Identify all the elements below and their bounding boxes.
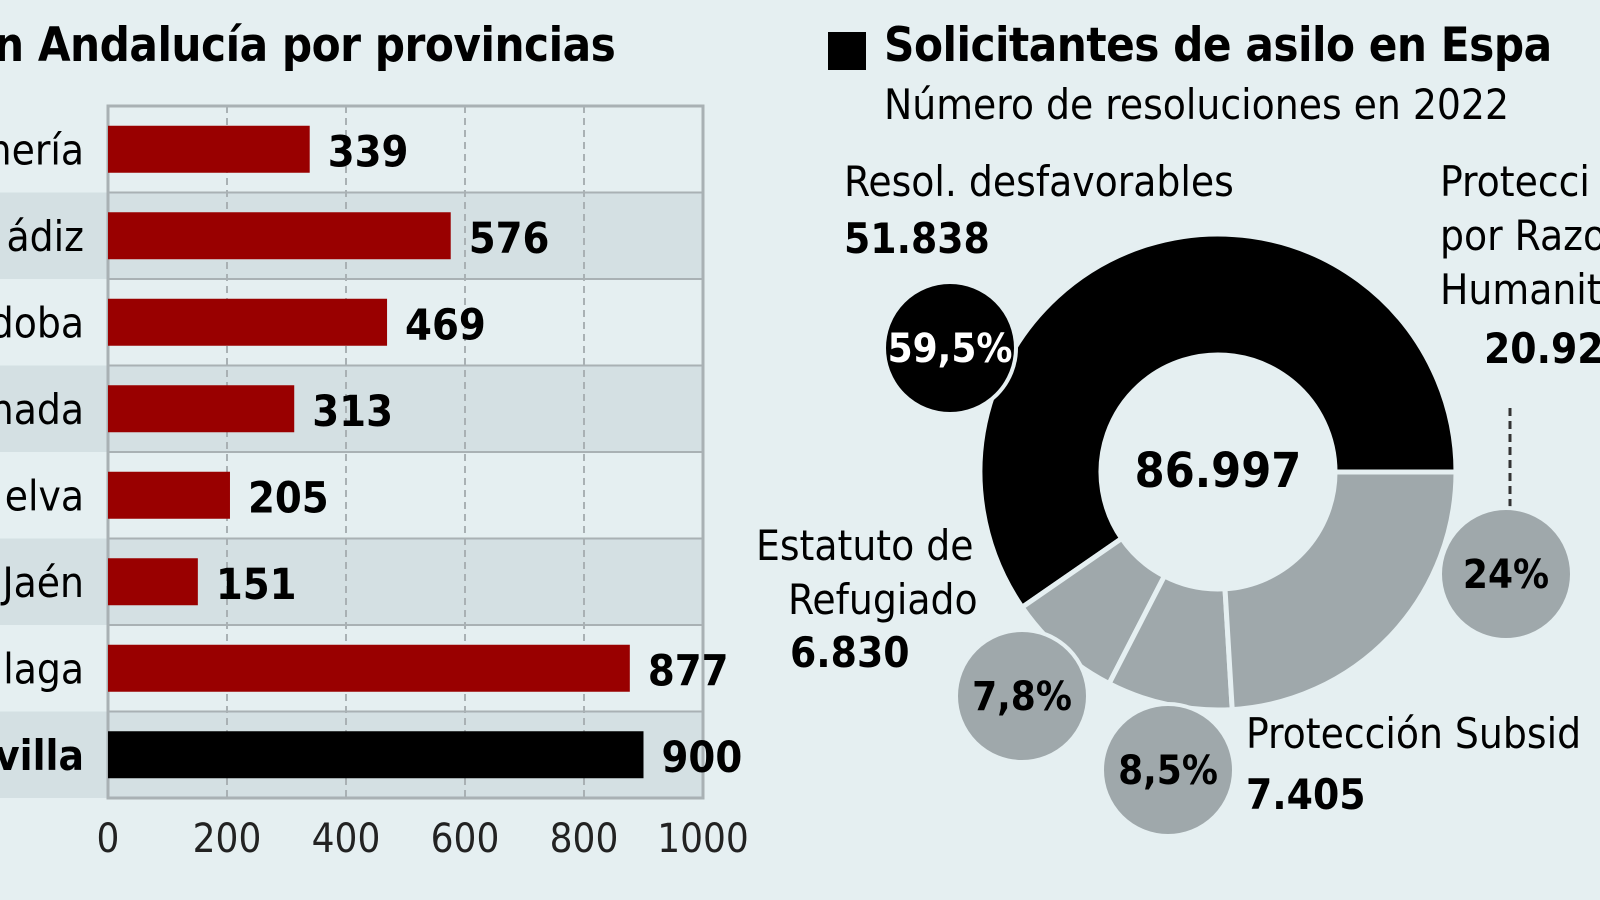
x-tick-label: 200 (193, 816, 262, 862)
label-refugiado-line1: Estatuto de (756, 521, 974, 570)
percent-bubble (954, 628, 1090, 764)
category-label: nada (0, 385, 84, 434)
value-label: 877 (648, 646, 729, 696)
label-humanitarias-value: 20.92 (1484, 324, 1600, 373)
category-label: ádiz (7, 212, 84, 261)
category-label: Jaén (1, 558, 85, 607)
label-humanitarias-line2: por Razo (1440, 211, 1600, 260)
label-desfavorables-name: Resol. desfavorables (844, 157, 1234, 206)
x-tick-label: 600 (431, 816, 500, 862)
donut-slice (1222, 469, 1459, 713)
label-subsidiaria-name: Protección Subsid (1246, 709, 1582, 758)
x-tick-label: 800 (550, 816, 619, 862)
donut-slice (977, 231, 1459, 611)
donut-chart-title: Solicitantes de asilo en Espa (884, 18, 1552, 73)
bar (108, 298, 388, 346)
value-label: 576 (469, 214, 550, 264)
x-tick-label: 400 (312, 816, 381, 862)
percent-label: 7,8% (972, 674, 1072, 720)
percent-bubble (882, 280, 1018, 416)
category-label: villa (0, 731, 84, 780)
value-label: 205 (248, 473, 329, 523)
percent-label: 59,5% (888, 326, 1013, 372)
percent-bubble (1438, 506, 1574, 642)
label-subsidiaria-value: 7.405 (1246, 770, 1366, 819)
bar-chart-title: n Andalucía por provincias (0, 18, 616, 73)
value-label: 313 (312, 387, 393, 437)
percent-label: 8,5% (1118, 748, 1218, 794)
plot-frame (106, 104, 705, 800)
label-refugiado-line2: Refugiado (788, 575, 978, 624)
value-label: 900 (662, 733, 743, 783)
label-humanitarias-line1: Protecci (1440, 157, 1590, 206)
value-label: 151 (216, 560, 297, 610)
percent-bubble (1100, 702, 1236, 838)
category-label: elva (5, 471, 84, 520)
value-label: 339 (328, 127, 409, 177)
bar (108, 558, 198, 606)
donut-total: 86.997 (1135, 443, 1302, 499)
donut-chart-subtitle: Número de resoluciones en 2022 (884, 80, 1509, 129)
title-square-icon (828, 32, 866, 70)
value-label: 469 (405, 300, 486, 350)
bar (108, 644, 630, 692)
x-tick-label: 1000 (657, 816, 749, 862)
bar (108, 212, 451, 260)
x-tick-label: 0 (97, 816, 120, 862)
bar (108, 385, 295, 433)
category-label: doba (0, 298, 84, 347)
bar (108, 471, 230, 519)
label-humanitarias-line3: Humanit (1440, 265, 1600, 314)
category-label: laga (3, 644, 84, 693)
label-refugiado-value: 6.830 (790, 628, 910, 677)
label-desfavorables-value: 51.838 (844, 214, 990, 263)
category-label: nería (0, 125, 84, 174)
bar (108, 731, 644, 779)
bar (108, 125, 310, 173)
percent-label: 24% (1463, 552, 1549, 598)
